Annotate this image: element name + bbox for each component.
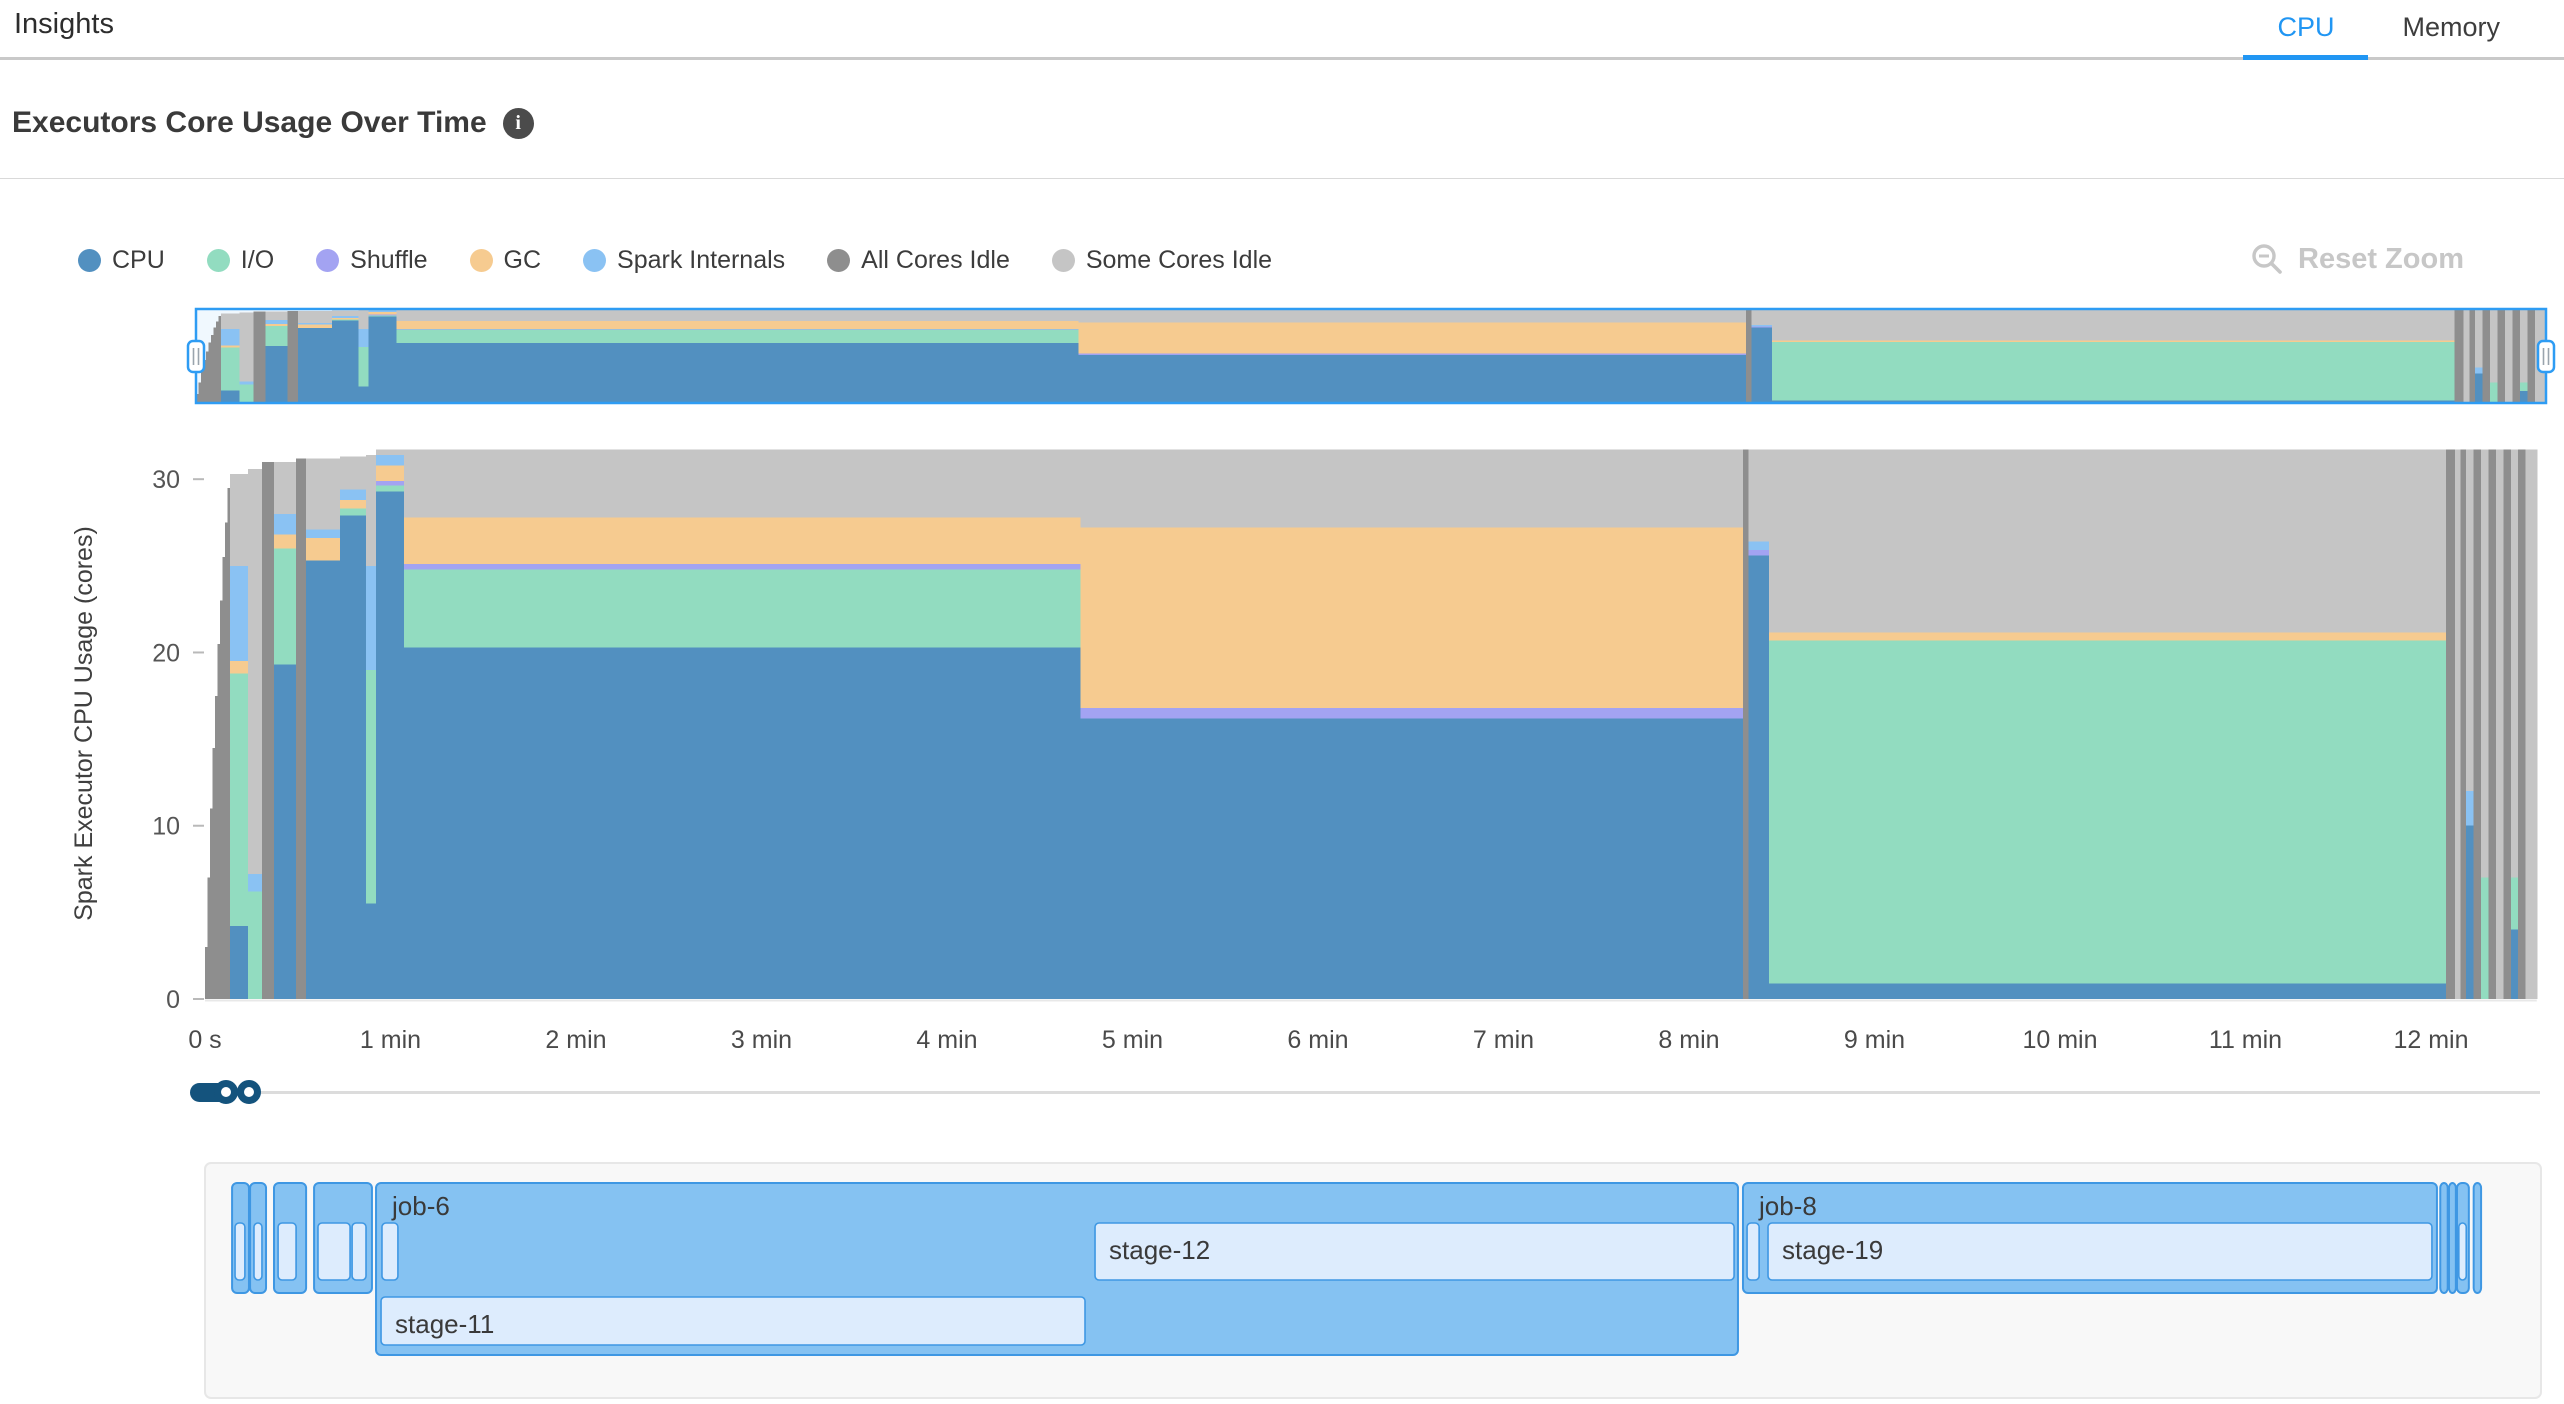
- timeline-job-job-6: job-6 stage-12 stage-11: [375, 1182, 1739, 1356]
- spark_internals-legend-dot: [583, 249, 607, 272]
- x-tick-label: 6 min: [1287, 1026, 1348, 1054]
- x-tick-label: 2 min: [545, 1026, 606, 1054]
- legend-item-gc[interactable]: GC: [469, 246, 542, 275]
- stage-label: stage-11: [395, 1309, 494, 1339]
- overview-brush-chart[interactable]: [0, 300, 2564, 416]
- legend-label: I/O: [240, 246, 275, 274]
- tab-bar: CPU Memory: [2243, 0, 2534, 60]
- zoom-out-icon: [2252, 244, 2282, 274]
- timeline-job: [273, 1182, 308, 1294]
- section-header: Executors Core Usage Over Time i: [0, 60, 2564, 179]
- y-axis: 0 10 20 30: [152, 466, 204, 1014]
- section-title: Executors Core Usage Over Time: [12, 106, 487, 139]
- x-tick-label: 5 min: [1102, 1026, 1163, 1054]
- legend-item-spark_internals[interactable]: Spark Internals: [583, 246, 785, 275]
- stage-bar[interactable]: [381, 1222, 399, 1281]
- legend-label: Shuffle: [350, 246, 428, 274]
- timeline-job: [249, 1182, 268, 1294]
- legend-label: Some Cores Idle: [1085, 246, 1273, 274]
- y-axis-title: Spark Executor CPU Usage (cores): [70, 526, 98, 921]
- x-tick-label: 1 min: [360, 1026, 421, 1054]
- stage-bar-stage-11[interactable]: [380, 1296, 1086, 1346]
- x-tick-label: 3 min: [731, 1026, 792, 1054]
- shuffle-legend-dot: [316, 249, 340, 272]
- cpu-usage-chart[interactable]: 0 10 20 30 Spark Executor CPU Usage (cores) 0…: [0, 440, 2564, 1062]
- job-bar[interactable]: [2472, 1182, 2483, 1294]
- legend-label: Spark Internals: [617, 246, 786, 274]
- legend: CPU I/O Shuffle GC Spark Internals All Cores …: [78, 246, 1272, 275]
- info-icon[interactable]: i: [502, 107, 534, 139]
- reset-zoom-button[interactable]: Reset Zoom: [2250, 242, 2464, 276]
- stage-bar[interactable]: [1746, 1222, 1760, 1281]
- x-tick-label: 4 min: [916, 1026, 977, 1054]
- timeline-job: [313, 1182, 373, 1294]
- main-series: [205, 449, 2538, 1000]
- overview-series: [196, 309, 2547, 403]
- stage-bar-stage-12[interactable]: [1094, 1222, 1735, 1281]
- stage-bar-stage-19[interactable]: [1767, 1222, 2433, 1281]
- x-tick-label: 11 min: [2209, 1026, 2282, 1054]
- timeline-job: [2447, 1182, 2457, 1294]
- x-tick-label: 7 min: [1473, 1026, 1534, 1054]
- legend-label: All Cores Idle: [861, 246, 1010, 274]
- stage-bar[interactable]: [2458, 1222, 2468, 1281]
- stage-bar[interactable]: [253, 1222, 263, 1281]
- legend-item-cpu[interactable]: CPU: [78, 246, 165, 275]
- brush-handle-right[interactable]: [2536, 339, 2556, 374]
- timeline-job: [231, 1182, 250, 1294]
- x-tick-label: 8 min: [1658, 1026, 1719, 1054]
- x-tick-label: 10 min: [2022, 1026, 2097, 1054]
- timeline-job-job-8: job-8 stage-19: [1741, 1182, 2438, 1294]
- x-tick-label: 12 min: [2393, 1026, 2468, 1054]
- timeline-job: [2455, 1182, 2470, 1294]
- y-tick-label: 10: [152, 813, 180, 841]
- stage-label: stage-12: [1109, 1235, 1210, 1265]
- timeline-job: [2439, 1182, 2449, 1294]
- legend-item-some_idle[interactable]: Some Cores Idle: [1051, 246, 1273, 275]
- slider-handle-left[interactable]: [214, 1080, 238, 1104]
- slider-handle-right[interactable]: [237, 1080, 261, 1104]
- gc-legend-dot: [469, 249, 493, 272]
- x-tick-label: 0 s: [188, 1026, 221, 1054]
- y-tick-label: 0: [166, 986, 180, 1014]
- slider-track[interactable]: [256, 1091, 2540, 1094]
- y-tick-label: 20: [152, 639, 180, 667]
- cpu-legend-dot: [78, 249, 101, 272]
- tab-memory[interactable]: Memory: [2402, 12, 2500, 42]
- legend-item-shuffle[interactable]: Shuffle: [316, 246, 428, 275]
- stage-bar[interactable]: [234, 1222, 246, 1281]
- job-label: job-6: [391, 1191, 450, 1221]
- page-title: Insights: [14, 8, 114, 40]
- some_idle-legend-dot: [1051, 249, 1075, 272]
- stage-bar[interactable]: [277, 1222, 297, 1281]
- legend-label: GC: [503, 246, 542, 274]
- stage-bar[interactable]: [317, 1222, 351, 1281]
- tab-cpu[interactable]: CPU: [2243, 0, 2369, 60]
- all_idle-legend-dot: [827, 249, 851, 272]
- job-bar[interactable]: [2439, 1182, 2449, 1294]
- job-stage-timeline[interactable]: job-6 stage-12 stage-11 job-8 stage-19: [0, 1158, 2564, 1404]
- timeline-job: [2472, 1182, 2483, 1294]
- brush-handle-left[interactable]: [186, 339, 206, 374]
- job-bar[interactable]: [2447, 1182, 2457, 1294]
- legend-item-io[interactable]: I/O: [206, 246, 275, 275]
- x-axis: 0 s 1 min 2 min 3 min 4 min 5 min 6 min 7 min 8 …: [188, 1026, 2468, 1054]
- stage-bar[interactable]: [351, 1222, 367, 1281]
- legend-item-all_idle[interactable]: All Cores Idle: [827, 246, 1010, 275]
- io-legend-dot: [206, 249, 230, 272]
- y-tick-label: 30: [152, 466, 180, 494]
- stage-label: stage-19: [1782, 1235, 1883, 1265]
- top-bar: Insights CPU Memory: [0, 0, 2564, 60]
- x-tick-label: 9 min: [1844, 1026, 1905, 1054]
- legend-label: CPU: [112, 246, 165, 274]
- job-label: job-8: [1758, 1191, 1817, 1221]
- reset-zoom-label: Reset Zoom: [2298, 242, 2464, 275]
